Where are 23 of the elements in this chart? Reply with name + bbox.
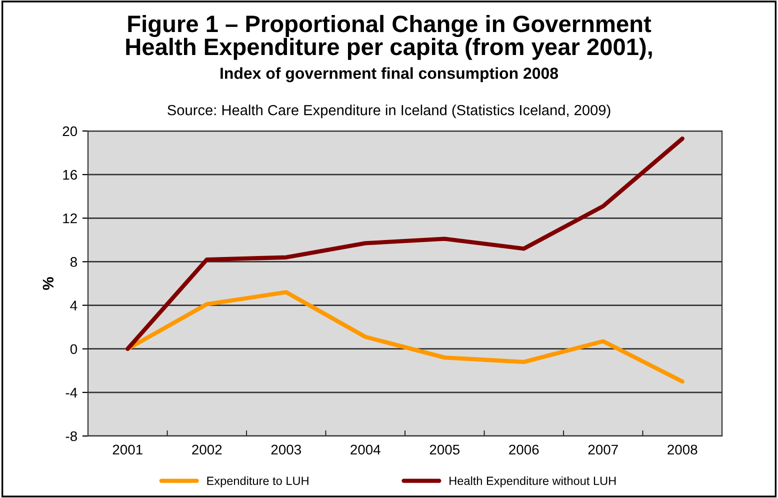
y-tick-label: 16 [63, 170, 77, 180]
y-axis-title: % [42, 277, 54, 290]
x-tick-label: 2002 [192, 444, 222, 455]
x-tick-label: 2006 [509, 444, 539, 455]
y-tick-label: 8 [70, 257, 77, 267]
legend-label: Health Expenditure without LUH [450, 476, 616, 488]
x-tick-label: 2001 [112, 444, 142, 455]
x-tick-label: 2004 [350, 444, 380, 455]
y-tick-label: 20 [62, 126, 78, 136]
line-series [126, 136, 684, 351]
y-tick-label: -8 [66, 431, 77, 442]
y-tick-label: -4 [66, 388, 78, 398]
chart-title: Figure 1 – Proportional Change in Government Health Expenditure per capita (from year 2001), [126, 14, 652, 60]
legend-label: Expenditure to LUH [207, 476, 308, 488]
x-tick-label: 2005 [430, 444, 460, 455]
x-tick-label: 2007 [588, 444, 618, 455]
source-note: Source: Health Care Expenditure in Iceland (Statistics Iceland, 2009) [168, 104, 610, 118]
chart-subtitle: Index of government final consumption 2008 [220, 67, 558, 82]
x-tick-label: 2008 [668, 444, 698, 455]
x-tick-label: 2003 [271, 444, 301, 455]
y-tick-label: 0 [70, 344, 78, 354]
y-tick-label: 4 [70, 300, 78, 310]
y-tick-label: 12 [63, 213, 77, 224]
